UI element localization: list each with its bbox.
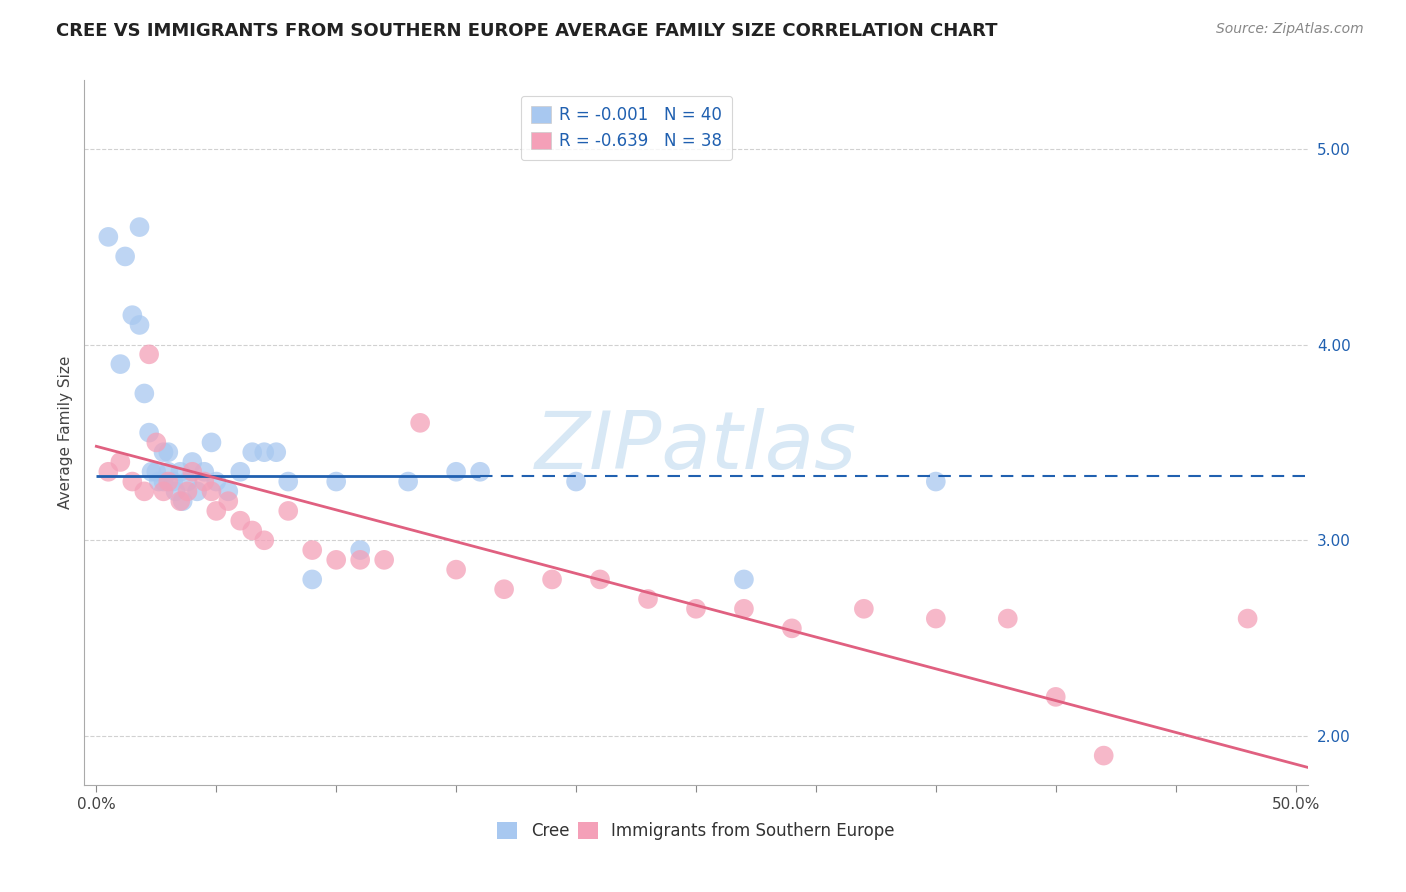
Point [205,475,228,489]
Point [145,465,167,479]
Point [301,573,323,587]
Point [925,475,948,489]
Point [172,494,194,508]
Point [121,475,143,489]
Point [253,533,276,548]
Point [181,465,204,479]
Point [349,543,371,558]
Point [1092,748,1115,763]
Point [637,592,659,607]
Text: Source: ZipAtlas.com: Source: ZipAtlas.com [1216,22,1364,37]
Point [186,484,208,499]
Point [277,475,299,489]
Point [240,524,263,538]
Point [444,465,467,479]
Point [114,249,136,264]
Point [176,484,198,499]
Point [733,573,755,587]
Point [110,357,132,371]
Point [565,475,588,489]
Point [121,308,143,322]
Point [157,465,180,479]
Point [541,573,564,587]
Point [205,504,228,518]
Point [589,573,612,587]
Point [925,611,948,625]
Point [780,621,803,635]
Point [97,230,120,244]
Point [409,416,432,430]
Text: CREE VS IMMIGRANTS FROM SOUTHERN EUROPE AVERAGE FAMILY SIZE CORRELATION CHART: CREE VS IMMIGRANTS FROM SOUTHERN EUROPE … [56,22,998,40]
Point [240,445,263,459]
Point [325,475,347,489]
Point [193,475,215,489]
Point [200,484,222,499]
Point [494,582,516,597]
Point [373,553,395,567]
Point [217,484,239,499]
Y-axis label: Average Family Size: Average Family Size [58,356,73,509]
Point [193,465,215,479]
Point [152,484,174,499]
Point [97,465,120,479]
Point [169,494,191,508]
Point [157,475,180,489]
Point [277,504,299,518]
Point [253,445,276,459]
Point [165,484,187,499]
Point [229,514,252,528]
Point [852,601,875,615]
Point [229,465,252,479]
Point [162,475,184,489]
Point [134,484,156,499]
Point [152,445,174,459]
Point [145,435,167,450]
Point [152,475,174,489]
Point [685,601,707,615]
Point [1236,611,1258,625]
Legend: Cree, Immigrants from Southern Europe: Cree, Immigrants from Southern Europe [491,815,901,847]
Point [200,435,222,450]
Point [128,220,150,235]
Point [325,553,347,567]
Point [110,455,132,469]
Point [176,475,198,489]
Point [217,494,239,508]
Point [148,475,170,489]
Point [181,455,204,469]
Point [1045,690,1067,704]
Point [169,465,191,479]
Point [349,553,371,567]
Point [138,347,160,361]
Point [396,475,419,489]
Point [301,543,323,558]
Point [138,425,160,440]
Point [157,445,180,459]
Point [141,465,163,479]
Point [128,318,150,332]
Point [134,386,156,401]
Point [733,601,755,615]
Point [997,611,1019,625]
Point [264,445,287,459]
Text: ZIPatlas: ZIPatlas [534,408,858,486]
Point [444,563,467,577]
Point [468,465,491,479]
